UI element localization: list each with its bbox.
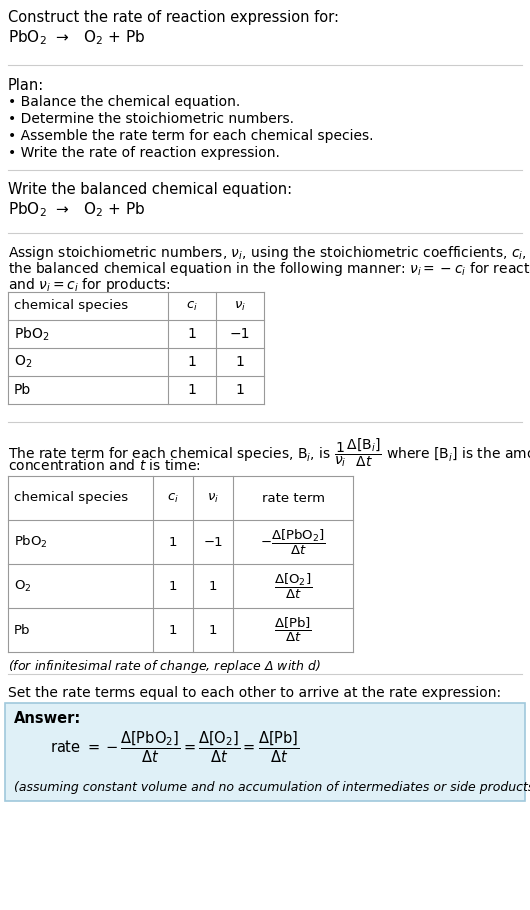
Text: Set the rate terms equal to each other to arrive at the rate expression:: Set the rate terms equal to each other t…: [8, 686, 501, 700]
Text: concentration and $t$ is time:: concentration and $t$ is time:: [8, 458, 201, 473]
Text: and $\nu_i = c_i$ for products:: and $\nu_i = c_i$ for products:: [8, 276, 171, 294]
Bar: [8, 292, 264, 404]
Text: $\dfrac{\Delta[\mathrm{Pb}]}{\Delta t}$: $\dfrac{\Delta[\mathrm{Pb}]}{\Delta t}$: [274, 616, 312, 644]
Text: 1: 1: [188, 383, 197, 397]
Text: O$_2$: O$_2$: [14, 579, 31, 593]
Text: (for infinitesimal rate of change, replace Δ with $d$): (for infinitesimal rate of change, repla…: [8, 658, 321, 675]
Text: rate $= -\dfrac{\Delta[\mathrm{PbO_2}]}{\Delta t} = \dfrac{\Delta[\mathrm{O_2}]}: rate $= -\dfrac{\Delta[\mathrm{PbO_2}]}{…: [50, 729, 299, 764]
Text: • Write the rate of reaction expression.: • Write the rate of reaction expression.: [8, 146, 280, 160]
Text: Pb: Pb: [14, 383, 31, 397]
Text: Construct the rate of reaction expression for:: Construct the rate of reaction expressio…: [8, 10, 339, 25]
Text: 1: 1: [235, 355, 244, 369]
Text: • Balance the chemical equation.: • Balance the chemical equation.: [8, 95, 240, 109]
Text: 1: 1: [188, 355, 197, 369]
Text: (assuming constant volume and no accumulation of intermediates or side products): (assuming constant volume and no accumul…: [14, 781, 530, 794]
Text: The rate term for each chemical species, B$_i$, is $\dfrac{1}{\nu_i}\dfrac{\Delt: The rate term for each chemical species,…: [8, 436, 530, 469]
Text: Plan:: Plan:: [8, 78, 44, 93]
Text: the balanced chemical equation in the following manner: $\nu_i = -c_i$ for react: the balanced chemical equation in the fo…: [8, 260, 530, 278]
Text: −1: −1: [229, 327, 250, 341]
Text: $c_i$: $c_i$: [186, 299, 198, 312]
Text: Pb: Pb: [14, 623, 31, 636]
Text: Answer:: Answer:: [14, 711, 81, 726]
Text: PbO$_2$  →   O$_2$ + Pb: PbO$_2$ → O$_2$ + Pb: [8, 200, 145, 218]
Text: chemical species: chemical species: [14, 299, 128, 312]
Text: $\nu_i$: $\nu_i$: [207, 491, 219, 504]
FancyBboxPatch shape: [5, 703, 525, 801]
Text: PbO$_2$: PbO$_2$: [14, 534, 48, 550]
Text: $\nu_i$: $\nu_i$: [234, 299, 246, 312]
Text: rate term: rate term: [261, 491, 324, 504]
Text: 1: 1: [235, 383, 244, 397]
Text: • Assemble the rate term for each chemical species.: • Assemble the rate term for each chemic…: [8, 129, 374, 143]
Text: PbO$_2$: PbO$_2$: [14, 325, 49, 343]
Bar: [8, 476, 353, 652]
Text: 1: 1: [169, 535, 177, 549]
Text: 1: 1: [209, 623, 217, 636]
Text: chemical species: chemical species: [14, 491, 128, 504]
Text: $-\dfrac{\Delta[\mathrm{PbO_2}]}{\Delta t}$: $-\dfrac{\Delta[\mathrm{PbO_2}]}{\Delta …: [260, 528, 326, 557]
Text: • Determine the stoichiometric numbers.: • Determine the stoichiometric numbers.: [8, 112, 294, 126]
Text: 1: 1: [188, 327, 197, 341]
Text: PbO$_2$  →   O$_2$ + Pb: PbO$_2$ → O$_2$ + Pb: [8, 28, 145, 46]
Text: −1: −1: [203, 535, 223, 549]
Text: 1: 1: [169, 580, 177, 592]
Text: 1: 1: [169, 623, 177, 636]
Text: O$_2$: O$_2$: [14, 354, 32, 370]
Text: $\dfrac{\Delta[\mathrm{O_2}]}{\Delta t}$: $\dfrac{\Delta[\mathrm{O_2}]}{\Delta t}$: [274, 571, 312, 601]
Text: 1: 1: [209, 580, 217, 592]
Text: Write the balanced chemical equation:: Write the balanced chemical equation:: [8, 182, 292, 197]
Text: Assign stoichiometric numbers, $\nu_i$, using the stoichiometric coefficients, $: Assign stoichiometric numbers, $\nu_i$, …: [8, 244, 530, 262]
Text: $c_i$: $c_i$: [167, 491, 179, 504]
